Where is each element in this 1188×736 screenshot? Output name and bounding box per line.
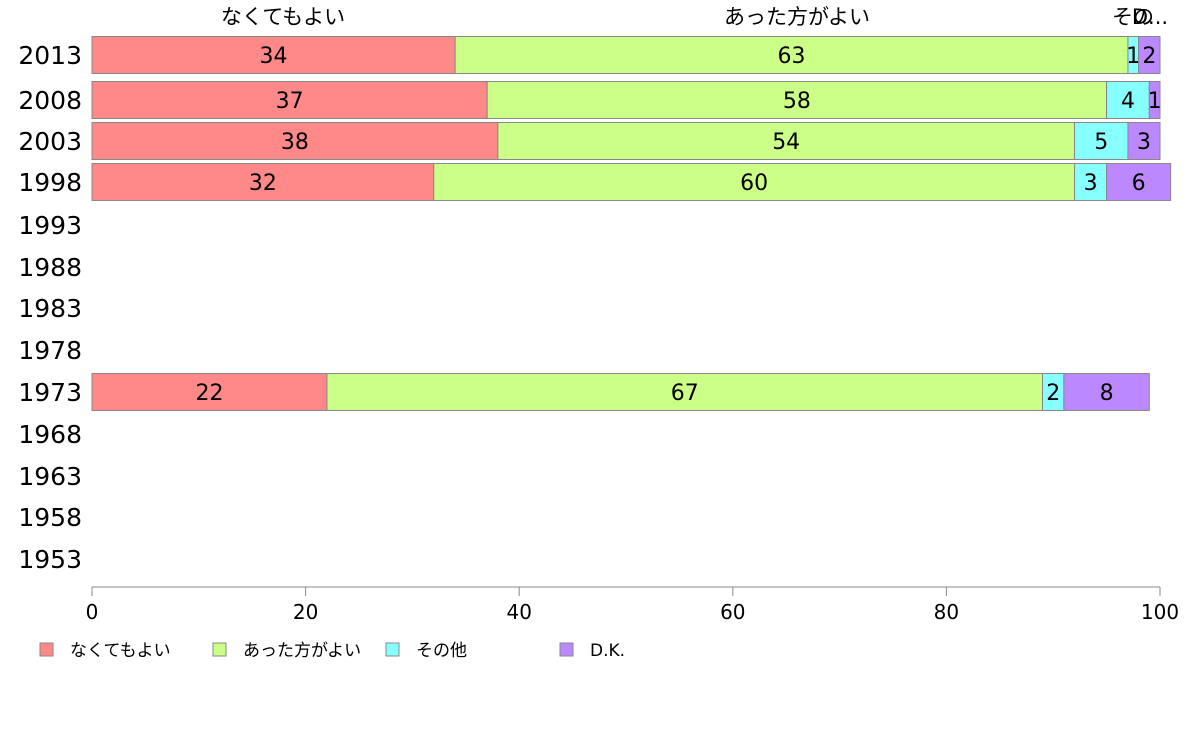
bar-segment [486,81,1108,119]
year-label: 1978 [18,336,82,365]
bar-segment [326,373,1044,411]
bar-value-label: 60 [740,171,768,196]
year-label: 1958 [18,503,82,532]
year-label: 2008 [18,86,82,115]
year-label: 1988 [18,253,82,282]
x-tick-label: 100 [1141,600,1179,624]
top-label: D... [1132,5,1168,29]
bar-value-label: 1 [1148,89,1162,114]
bar-value-label: 63 [778,44,806,69]
year-label: 2013 [18,41,82,70]
top-label: あった方がよい [724,5,870,29]
year-label: 2003 [18,127,82,156]
bar-value-label: 22 [195,381,223,406]
year-label: 1993 [18,211,82,240]
legend-swatch [212,642,227,657]
bar-value-label: 3 [1084,171,1098,196]
bar-value-label: 6 [1132,171,1146,196]
x-axis: 0 20 40 60 80 100 [86,586,1179,624]
x-tick-label: 60 [720,600,745,624]
year-label: 1983 [18,294,82,323]
year-label: 1968 [18,420,82,449]
x-tick-label: 0 [86,600,99,624]
legend-label: なくてもよい [70,641,171,661]
bar-value-label: 1 [1126,44,1140,69]
bar-segment [1074,163,1108,201]
top-category-labels: なくてもよい あった方がよい そのD... [221,5,1168,29]
legend-swatch [559,642,574,657]
bar-value-label: 4 [1121,89,1135,114]
legend-swatch [39,642,54,657]
bar-segment [91,36,456,74]
legend-label: D.K. [590,641,625,661]
bar-value-label: 8 [1100,381,1114,406]
bar-segment [91,122,499,160]
year-axis-labels: 2013 2008 2003 1998 1993 1988 1983 1978 1973 1968… [18,41,82,574]
bar-value-label: 2 [1142,44,1156,69]
bar-value-label: 67 [671,381,699,406]
bar-segment [91,163,435,201]
x-tick-label: 20 [293,600,318,624]
legend-swatch [385,642,400,657]
bar-value-label: 32 [249,171,277,196]
bar-segment [91,81,488,119]
legend-label: あった方がよい [243,641,361,661]
bar-value-label: 38 [281,130,309,155]
bar-value-label: 5 [1094,130,1108,155]
legend-label: その他 [416,641,467,661]
bar-segment [454,36,1129,74]
bars: 34 63 1 237 58 4 138 54 5 332 60 3 622 67 2 8 [91,36,1172,411]
top-label: その [1112,5,1154,29]
bar-value-label: 2 [1046,381,1060,406]
bar-value-label: 3 [1137,130,1151,155]
bar-segment [1148,81,1161,119]
top-label: なくてもよい [221,5,345,29]
legend: なくてもよい あった方がよい その他 D.K. [39,641,625,661]
year-label: 1963 [18,462,82,491]
bar-value-label: 58 [783,89,811,114]
bar-segment [497,122,1076,160]
bar-segment [91,373,328,411]
year-label: 1998 [18,168,82,197]
bar-value-label: 54 [772,130,800,155]
x-tick-label: 80 [934,600,959,624]
bar-segment [1138,36,1161,74]
bar-segment [1127,122,1161,160]
bar-segment [433,163,1076,201]
x-tick-label: 40 [506,600,531,624]
bar-value-label: 34 [260,44,288,69]
bar-segment [1063,373,1150,411]
bar-value-label: 37 [276,89,304,114]
year-label: 1973 [18,378,82,407]
year-label: 1953 [18,545,82,574]
bar-segment [1106,163,1172,201]
